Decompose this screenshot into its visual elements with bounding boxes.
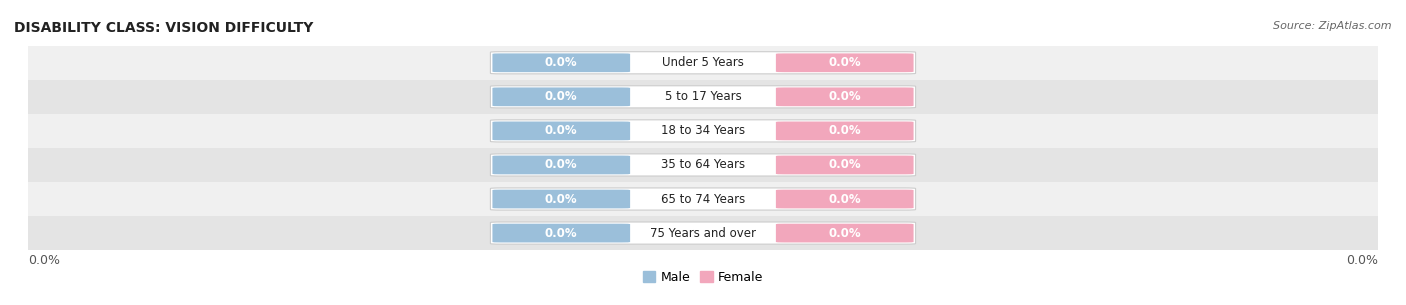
Text: 0.0%: 0.0% <box>828 159 860 171</box>
Text: DISABILITY CLASS: VISION DIFFICULTY: DISABILITY CLASS: VISION DIFFICULTY <box>14 21 314 35</box>
Text: 0.0%: 0.0% <box>28 254 60 267</box>
Bar <box>28 148 1378 182</box>
Text: 0.0%: 0.0% <box>546 124 578 137</box>
Legend: Male, Female: Male, Female <box>638 266 768 289</box>
Text: 0.0%: 0.0% <box>828 90 860 103</box>
Text: 0.0%: 0.0% <box>546 56 578 69</box>
FancyBboxPatch shape <box>492 53 630 72</box>
Text: 0.0%: 0.0% <box>828 192 860 206</box>
Bar <box>28 182 1378 216</box>
FancyBboxPatch shape <box>776 88 914 106</box>
Text: 0.0%: 0.0% <box>828 56 860 69</box>
FancyBboxPatch shape <box>492 190 630 208</box>
Text: Under 5 Years: Under 5 Years <box>662 56 744 69</box>
FancyBboxPatch shape <box>492 121 630 140</box>
FancyBboxPatch shape <box>776 190 914 208</box>
Text: 65 to 74 Years: 65 to 74 Years <box>661 192 745 206</box>
FancyBboxPatch shape <box>776 224 914 242</box>
FancyBboxPatch shape <box>776 121 914 140</box>
FancyBboxPatch shape <box>492 224 630 242</box>
Bar <box>28 80 1378 114</box>
FancyBboxPatch shape <box>776 156 914 174</box>
Text: 0.0%: 0.0% <box>546 159 578 171</box>
FancyBboxPatch shape <box>491 52 915 74</box>
Text: 0.0%: 0.0% <box>828 124 860 137</box>
Text: 0.0%: 0.0% <box>546 227 578 239</box>
Text: 5 to 17 Years: 5 to 17 Years <box>665 90 741 103</box>
Text: 75 Years and over: 75 Years and over <box>650 227 756 239</box>
Bar <box>28 216 1378 250</box>
Text: 18 to 34 Years: 18 to 34 Years <box>661 124 745 137</box>
Bar <box>28 46 1378 80</box>
FancyBboxPatch shape <box>491 188 915 210</box>
Bar <box>28 114 1378 148</box>
FancyBboxPatch shape <box>491 120 915 142</box>
FancyBboxPatch shape <box>776 53 914 72</box>
Text: 0.0%: 0.0% <box>1346 254 1378 267</box>
Text: 0.0%: 0.0% <box>828 227 860 239</box>
Text: 0.0%: 0.0% <box>546 192 578 206</box>
Text: 35 to 64 Years: 35 to 64 Years <box>661 159 745 171</box>
Text: Source: ZipAtlas.com: Source: ZipAtlas.com <box>1274 21 1392 31</box>
FancyBboxPatch shape <box>491 154 915 176</box>
FancyBboxPatch shape <box>491 86 915 108</box>
FancyBboxPatch shape <box>491 222 915 244</box>
Text: 0.0%: 0.0% <box>546 90 578 103</box>
FancyBboxPatch shape <box>492 88 630 106</box>
FancyBboxPatch shape <box>492 156 630 174</box>
